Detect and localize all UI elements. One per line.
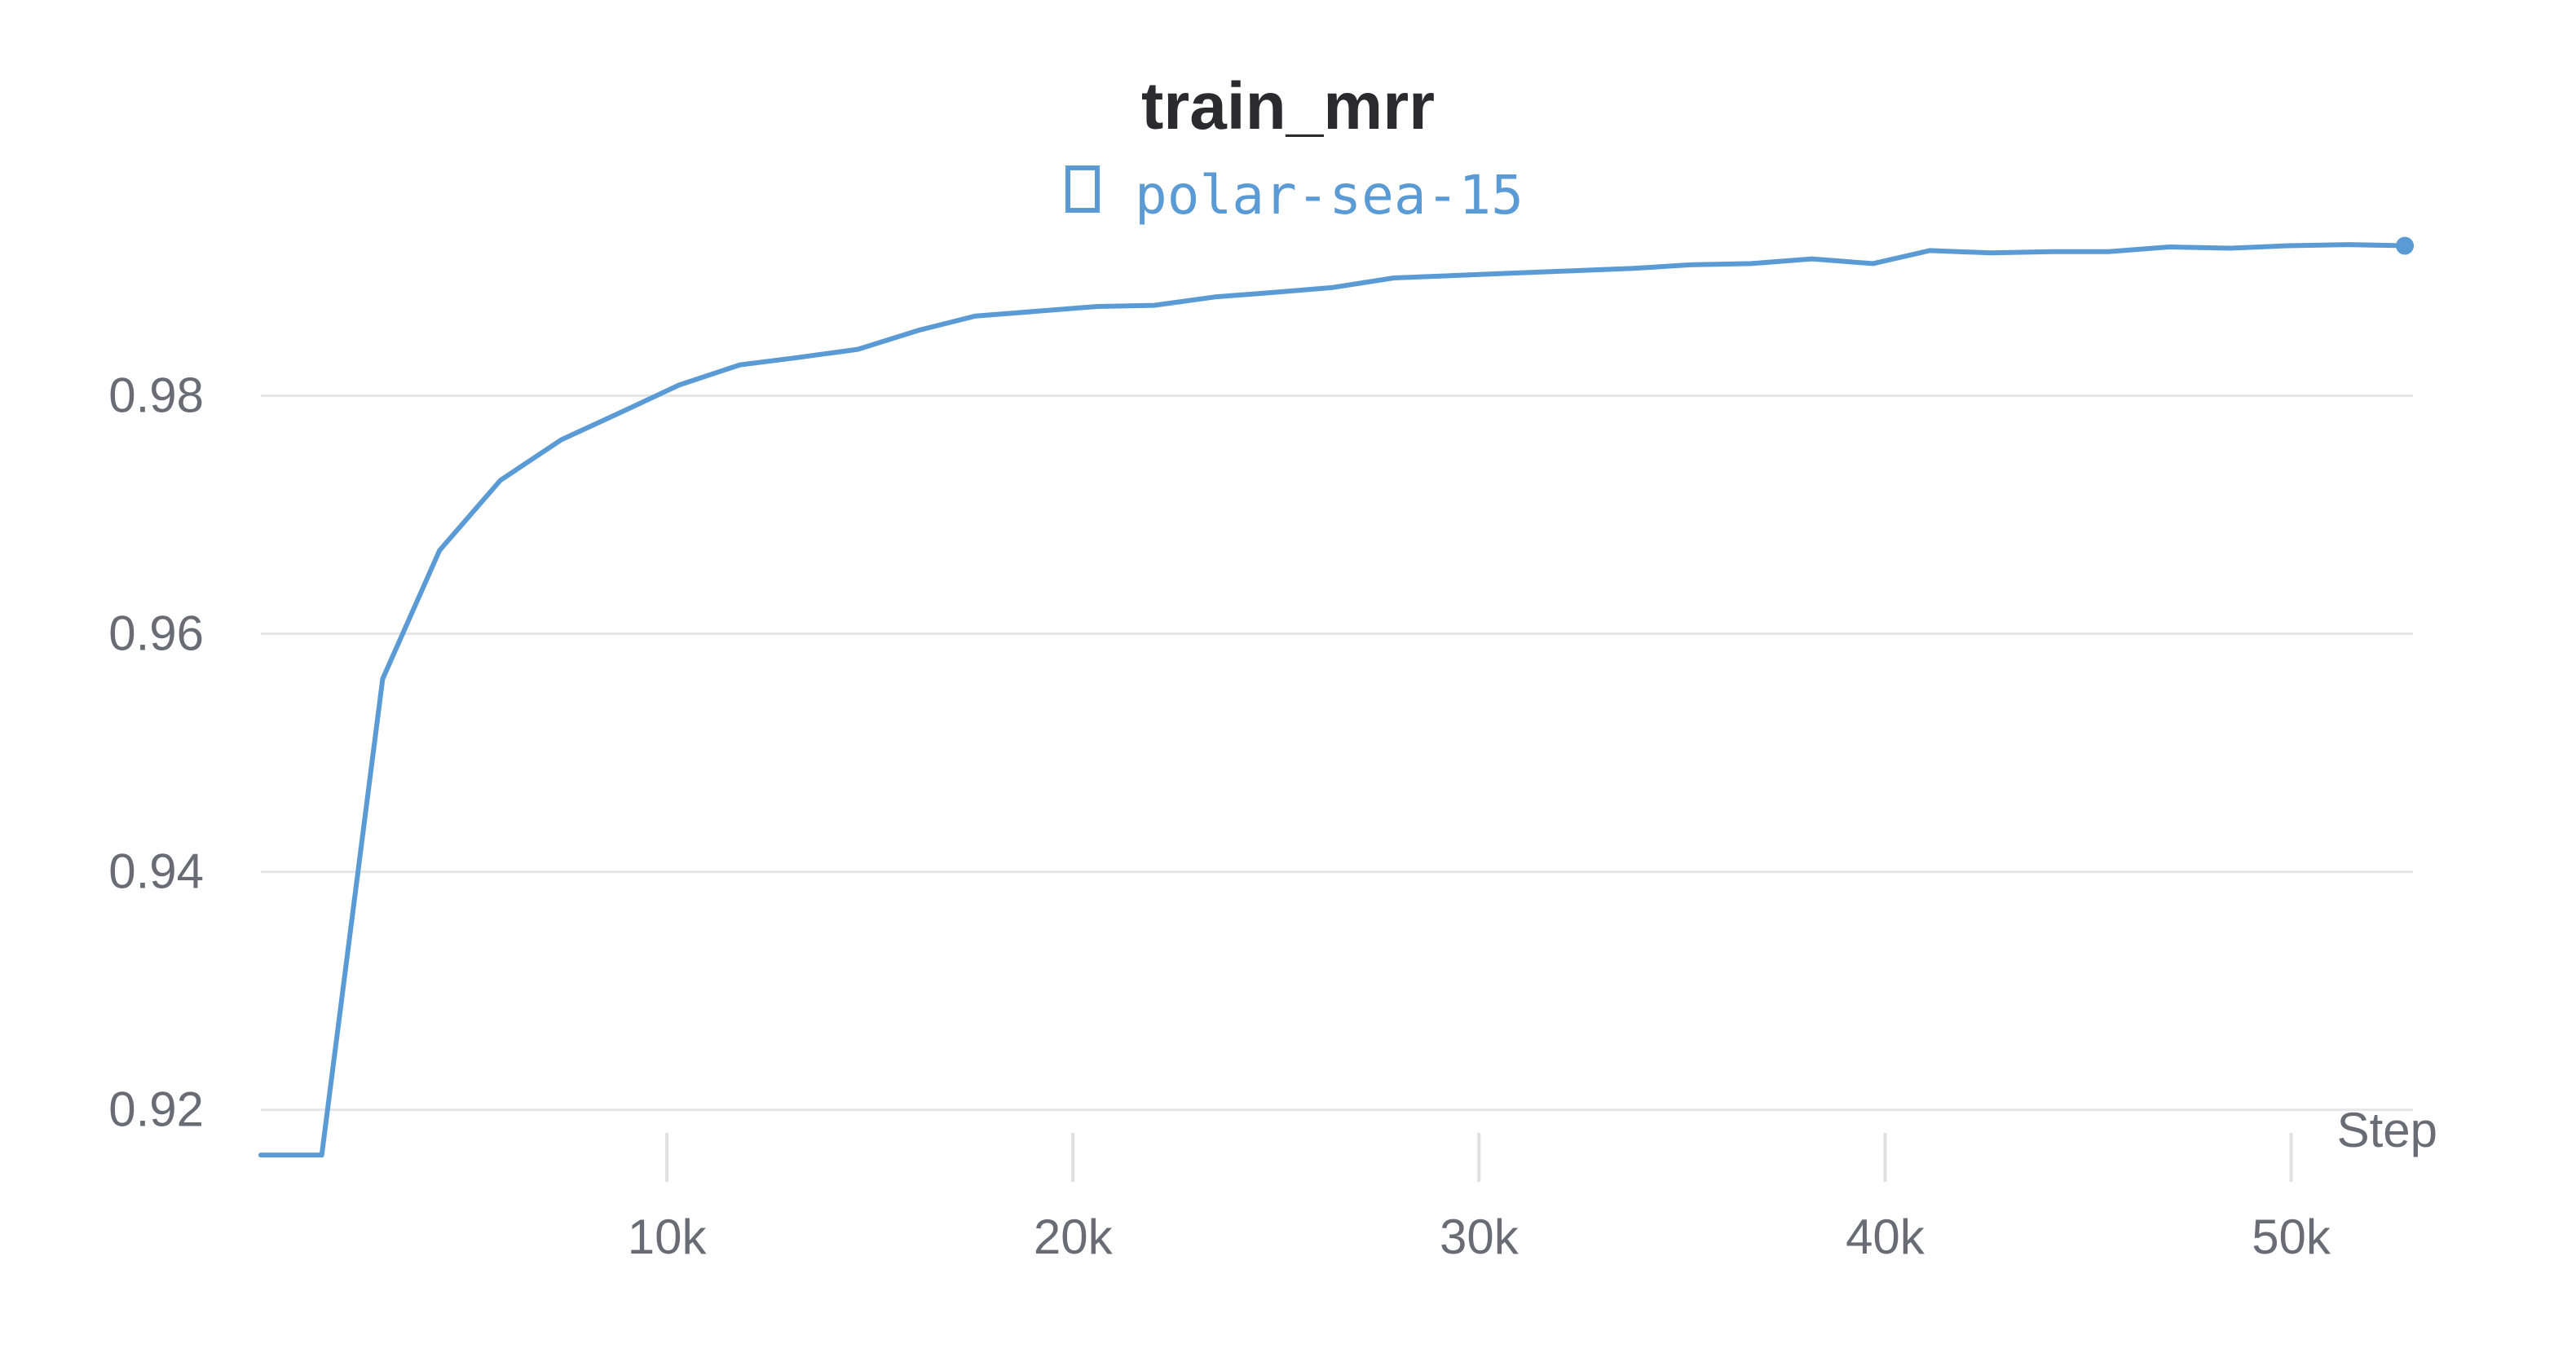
x-tick-label: 50k bbox=[2252, 1210, 2331, 1264]
y-axis-tick-labels: 0.92 0.94 0.96 0.98 bbox=[108, 368, 204, 1137]
x-tick-label: 30k bbox=[1440, 1210, 1520, 1264]
legend-series-square-icon bbox=[1065, 165, 1100, 213]
y-tick-label: 0.94 bbox=[108, 844, 204, 899]
x-axis-ticks bbox=[665, 1133, 2293, 1182]
chart-title: train_mrr bbox=[1141, 69, 1435, 143]
legend[interactable]: polar-sea-15 bbox=[1065, 164, 1524, 227]
x-tick-label: 40k bbox=[1846, 1210, 1925, 1264]
series-line-0[interactable] bbox=[258, 242, 2407, 1158]
x-tick-label: 20k bbox=[1034, 1210, 1114, 1264]
x-tick-label: 10k bbox=[628, 1210, 708, 1264]
y-tick-label: 0.98 bbox=[108, 368, 204, 423]
x-axis-tick-labels: 10k 20k 30k 40k 50k bbox=[628, 1210, 2331, 1264]
series-group[interactable] bbox=[258, 236, 2415, 1158]
y-tick-label: 0.92 bbox=[108, 1082, 204, 1137]
series-end-point[interactable] bbox=[2396, 236, 2415, 255]
y-gridlines bbox=[261, 394, 2413, 1112]
x-axis-label: Step bbox=[2337, 1103, 2437, 1157]
legend-series-label: polar-sea-15 bbox=[1135, 164, 1524, 227]
y-tick-label: 0.96 bbox=[108, 606, 204, 661]
